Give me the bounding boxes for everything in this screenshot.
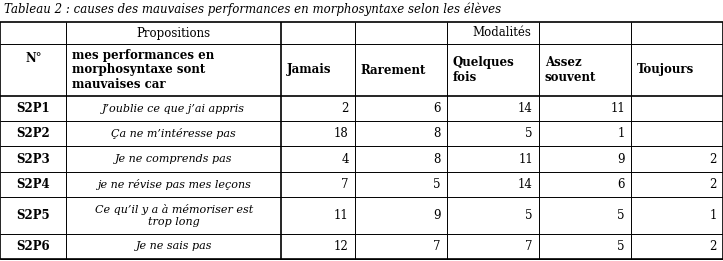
Text: 6: 6 xyxy=(617,178,625,191)
Text: 11: 11 xyxy=(334,209,349,222)
Text: 9: 9 xyxy=(433,209,441,222)
Text: 7: 7 xyxy=(526,240,533,253)
Text: je ne révise pas mes leçons: je ne révise pas mes leçons xyxy=(97,179,251,190)
Text: 2: 2 xyxy=(710,178,717,191)
Text: Quelques
fois: Quelques fois xyxy=(453,56,515,84)
Text: 2: 2 xyxy=(710,153,717,165)
Text: S2P6: S2P6 xyxy=(17,240,50,253)
Text: 9: 9 xyxy=(617,153,625,165)
Text: S2P5: S2P5 xyxy=(17,209,50,222)
Text: 5: 5 xyxy=(617,209,625,222)
Text: Tableau 2 : causes des mauvaises performances en morphosyntaxe selon les élèves: Tableau 2 : causes des mauvaises perform… xyxy=(4,2,501,15)
Text: J’oublie ce que j’ai appris: J’oublie ce que j’ai appris xyxy=(103,104,245,114)
Text: 11: 11 xyxy=(518,153,533,165)
Text: 11: 11 xyxy=(610,102,625,115)
Text: 18: 18 xyxy=(334,127,349,140)
Text: S2P1: S2P1 xyxy=(17,102,50,115)
Text: 8: 8 xyxy=(434,127,441,140)
Text: mes performances en
morphosyntaxe sont
mauvaises car: mes performances en morphosyntaxe sont m… xyxy=(72,49,215,92)
Text: S2P4: S2P4 xyxy=(17,178,50,191)
Text: Toujours: Toujours xyxy=(637,63,694,76)
Text: Je ne comprends pas: Je ne comprends pas xyxy=(115,154,233,164)
Text: 1: 1 xyxy=(617,127,625,140)
Text: Je ne sais pas: Je ne sais pas xyxy=(136,241,212,251)
Text: Modalités: Modalités xyxy=(473,27,531,39)
Text: 5: 5 xyxy=(526,127,533,140)
Text: 7: 7 xyxy=(341,178,349,191)
Text: 5: 5 xyxy=(526,209,533,222)
Text: N°: N° xyxy=(25,52,41,66)
Text: Assez
souvent: Assez souvent xyxy=(545,56,596,84)
Text: 8: 8 xyxy=(434,153,441,165)
Text: 4: 4 xyxy=(341,153,349,165)
Text: S2P3: S2P3 xyxy=(17,153,50,165)
Text: Ça ne m’intéresse pas: Ça ne m’intéresse pas xyxy=(111,128,236,139)
Text: Ce qu’il y a à mémoriser est
trop long: Ce qu’il y a à mémoriser est trop long xyxy=(95,204,253,227)
Text: 2: 2 xyxy=(710,240,717,253)
Text: 14: 14 xyxy=(518,178,533,191)
Text: 2: 2 xyxy=(341,102,349,115)
Text: 14: 14 xyxy=(518,102,533,115)
Text: 1: 1 xyxy=(710,209,717,222)
Text: 5: 5 xyxy=(433,178,441,191)
Text: S2P2: S2P2 xyxy=(17,127,50,140)
Text: 7: 7 xyxy=(433,240,441,253)
Text: 6: 6 xyxy=(433,102,441,115)
Text: Rarement: Rarement xyxy=(361,63,427,76)
Text: 12: 12 xyxy=(334,240,349,253)
Text: Jamais: Jamais xyxy=(287,63,332,76)
Text: Propositions: Propositions xyxy=(137,27,211,39)
Text: 5: 5 xyxy=(617,240,625,253)
